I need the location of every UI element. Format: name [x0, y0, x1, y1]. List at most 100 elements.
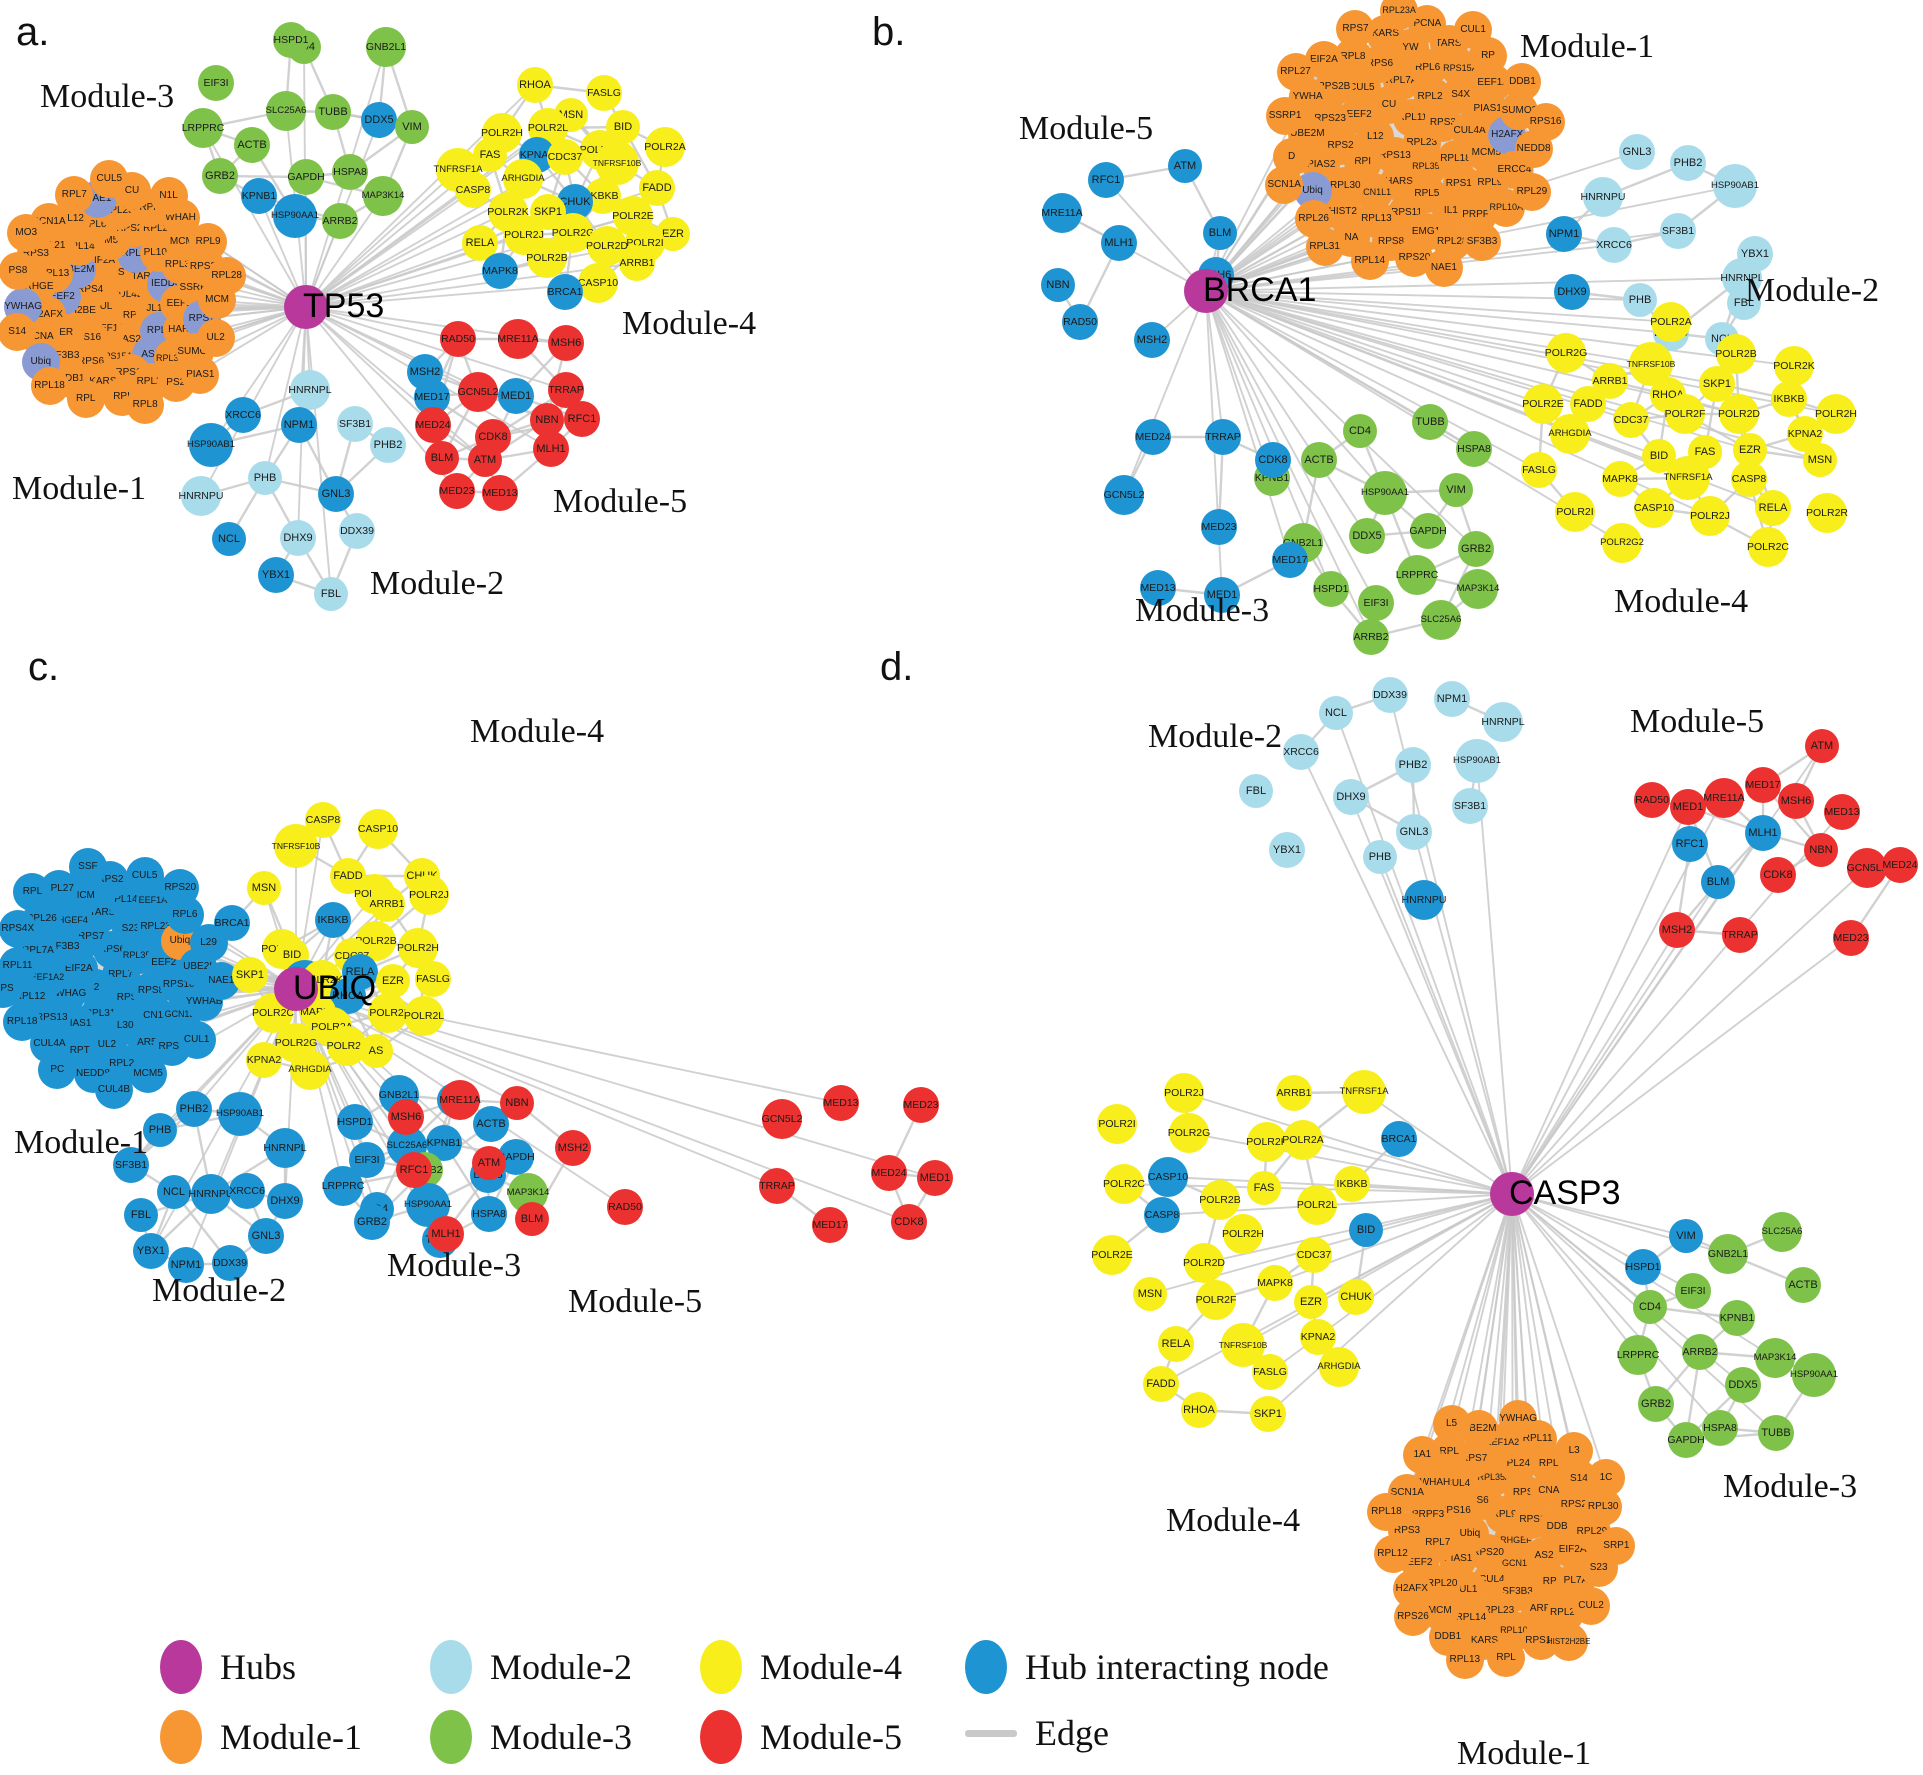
- panel-a-module5-node[interactable]: MED1: [498, 378, 534, 414]
- panel-a-module2-node[interactable]: PHB: [248, 461, 282, 495]
- panel-d-module4-node[interactable]: IKBKB: [1334, 1166, 1370, 1202]
- panel-a-module5-node[interactable]: MED13: [482, 475, 518, 511]
- panel-d-module1-node[interactable]: RPL: [1487, 1638, 1526, 1677]
- panel-b-module4-node[interactable]: CASP8: [1731, 461, 1767, 497]
- panel-c-module1-node[interactable]: CUL1: [177, 1020, 216, 1059]
- panel-d-module1-node[interactable]: CUL2: [1572, 1587, 1611, 1626]
- panel-c-module5-node[interactable]: MSH2: [555, 1130, 591, 1166]
- panel-b-module3-node[interactable]: SLC25A6: [1421, 600, 1461, 640]
- panel-d-module1-node[interactable]: SRP1: [1597, 1527, 1636, 1566]
- panel-d-module5-node[interactable]: BLM: [1701, 865, 1735, 899]
- panel-c-module3-node[interactable]: HSPA8: [471, 1196, 507, 1232]
- panel-a-module1-node[interactable]: N1L: [149, 176, 188, 215]
- panel-a-module1-node[interactable]: UL2: [196, 319, 235, 358]
- panel-c-module2-node[interactable]: GNL3: [248, 1218, 284, 1254]
- panel-c-module4-node[interactable]: MSN: [247, 871, 281, 905]
- panel-d-module4-node[interactable]: FAS: [1247, 1171, 1281, 1205]
- panel-b-module1-node[interactable]: RPL31: [1305, 227, 1344, 266]
- panel-b-module4-node[interactable]: CASP10: [1634, 488, 1674, 528]
- panel-d-module4-node[interactable]: MSN: [1133, 1277, 1167, 1311]
- panel-b-module4-node[interactable]: POLR2F: [1665, 394, 1705, 434]
- panel-a-module3-node[interactable]: ARRB2: [322, 203, 358, 239]
- panel-c-module5-node[interactable]: TRRAP: [759, 1168, 795, 1204]
- panel-b-module1-node[interactable]: SF3B3: [1463, 223, 1502, 262]
- panel-b-module4-node[interactable]: TNFRSF1A: [1663, 456, 1713, 500]
- panel-d-module4-node[interactable]: CASP8: [1144, 1197, 1180, 1233]
- panel-c-module5-node[interactable]: RFC1: [396, 1152, 432, 1188]
- panel-b-module5-node[interactable]: MRE11A: [1041, 193, 1083, 233]
- panel-b-module4-node[interactable]: MSN: [1803, 443, 1837, 477]
- panel-a-module2-node[interactable]: GNL3: [318, 476, 354, 512]
- panel-b-module3-node[interactable]: VIM: [1439, 473, 1473, 507]
- panel-a-module2-node[interactable]: XRCC6: [225, 397, 261, 433]
- panel-c-module2-node[interactable]: HNRNPU: [189, 1174, 233, 1214]
- panel-d-module4-node[interactable]: POLR2A: [1282, 1120, 1324, 1160]
- panel-c-module4-node[interactable]: FASLG: [415, 961, 451, 997]
- panel-b-module3-node[interactable]: LRPPRC: [1396, 555, 1438, 595]
- panel-a-module3-node[interactable]: HSPA8: [332, 154, 368, 190]
- panel-b-module4-node[interactable]: CDC37: [1613, 402, 1649, 438]
- panel-d-module3-node[interactable]: EIF3I: [1675, 1273, 1711, 1309]
- panel-a-module1-node[interactable]: RPL7: [55, 175, 94, 214]
- panel-d-module3-node[interactable]: TUBB: [1758, 1415, 1794, 1451]
- panel-b-module1-node[interactable]: DDB1: [1503, 63, 1542, 102]
- panel-a-module2-node[interactable]: FBL: [314, 577, 348, 611]
- panel-d-module3-node[interactable]: SLC25A6: [1762, 1212, 1802, 1252]
- panel-d-module4-node[interactable]: POLR2J: [1164, 1073, 1204, 1113]
- panel-a-module4-node[interactable]: POLR2B: [526, 238, 568, 278]
- panel-d-module2-node[interactable]: FBL: [1239, 774, 1273, 808]
- panel-c-module4-node[interactable]: POLR2L: [404, 996, 444, 1036]
- panel-b-module3-node[interactable]: HSPD1: [1313, 571, 1349, 607]
- panel-d-module1-node[interactable]: HIST2H2BE: [1547, 1622, 1590, 1661]
- panel-a-hub-node[interactable]: [284, 285, 328, 329]
- panel-d-module2-node[interactable]: HSP90AB1: [1453, 739, 1501, 783]
- panel-a-module3-node[interactable]: VIM: [395, 110, 429, 144]
- panel-b-module4-node[interactable]: RELA: [1755, 490, 1791, 526]
- panel-d-module3-node[interactable]: GRB2: [1638, 1386, 1674, 1422]
- panel-a-module2-node[interactable]: NPM1: [281, 407, 317, 443]
- panel-c-module1-node[interactable]: CUL4B: [94, 1071, 133, 1110]
- panel-d-module2-node[interactable]: NPM1: [1434, 681, 1470, 717]
- panel-d-module4-node[interactable]: POLR2D: [1183, 1243, 1225, 1283]
- panel-a-module5-node[interactable]: MED23: [439, 473, 475, 509]
- panel-b-module1-node[interactable]: RPS16: [1526, 102, 1565, 141]
- panel-a-module5-node[interactable]: BLM: [425, 441, 459, 475]
- panel-b-module5-node[interactable]: TRRAP: [1205, 419, 1241, 455]
- panel-c-module4-node[interactable]: ARRB1: [369, 886, 405, 922]
- panel-b-module5-node[interactable]: BLM: [1203, 216, 1237, 250]
- panel-b-module1-node[interactable]: NAE1: [1424, 248, 1463, 287]
- panel-a-module5-node[interactable]: RFC1: [564, 401, 600, 437]
- panel-d-module3-node[interactable]: VIM: [1669, 1219, 1703, 1253]
- panel-a-module3-node[interactable]: TUBB: [315, 94, 351, 130]
- panel-d-module2-node[interactable]: SF3B1: [1452, 788, 1488, 824]
- panel-b-module3-node[interactable]: ACTB: [1301, 442, 1337, 478]
- panel-b-module4-node[interactable]: POLR2A: [1650, 302, 1692, 342]
- panel-a-module1-node[interactable]: RPL8: [126, 385, 165, 424]
- panel-b-module5-node[interactable]: MSH2: [1134, 322, 1170, 358]
- panel-b-module2-node[interactable]: SF3B1: [1660, 213, 1696, 249]
- panel-a-module4-node[interactable]: MAPK8: [482, 253, 518, 289]
- panel-c-module3-node[interactable]: LRPPRC: [322, 1166, 364, 1206]
- panel-c-module5-node[interactable]: MED23: [903, 1087, 939, 1123]
- panel-a-module1-node[interactable]: CUL5: [90, 159, 129, 198]
- panel-a-module2-node[interactable]: DHX9: [280, 520, 316, 556]
- panel-a-module4-node[interactable]: CASP10: [578, 263, 618, 303]
- panel-d-module4-node[interactable]: POLR2K: [1246, 1122, 1288, 1162]
- panel-d-module3-node[interactable]: HSP90AA1: [1790, 1353, 1838, 1397]
- panel-a-module1-node[interactable]: PIAS1: [181, 356, 220, 395]
- panel-c-module5-node[interactable]: ATM: [472, 1146, 506, 1180]
- panel-c-module5-node[interactable]: NBN: [500, 1086, 534, 1120]
- panel-d-module2-node[interactable]: XRCC6: [1283, 734, 1319, 770]
- panel-c-module5-node[interactable]: MED17: [812, 1207, 848, 1243]
- panel-d-module5-node[interactable]: MLH1: [1745, 815, 1781, 851]
- panel-a-module5-node[interactable]: MED24: [415, 407, 451, 443]
- panel-d-module4-node[interactable]: POLR2G: [1168, 1113, 1210, 1153]
- panel-b-module1-node[interactable]: RPL27: [1276, 53, 1315, 92]
- panel-d-module4-node[interactable]: SKP1: [1250, 1396, 1286, 1432]
- panel-d-module5-node[interactable]: RAD50: [1634, 782, 1670, 818]
- panel-c-module4-node[interactable]: SKP1: [232, 957, 268, 993]
- panel-c-module2-node[interactable]: NCL: [157, 1175, 191, 1209]
- panel-b-module1-node[interactable]: RPL29: [1512, 173, 1551, 212]
- panel-a-module2-node[interactable]: YBX1: [258, 557, 294, 593]
- panel-a-module3-node[interactable]: KPNB1: [241, 178, 277, 214]
